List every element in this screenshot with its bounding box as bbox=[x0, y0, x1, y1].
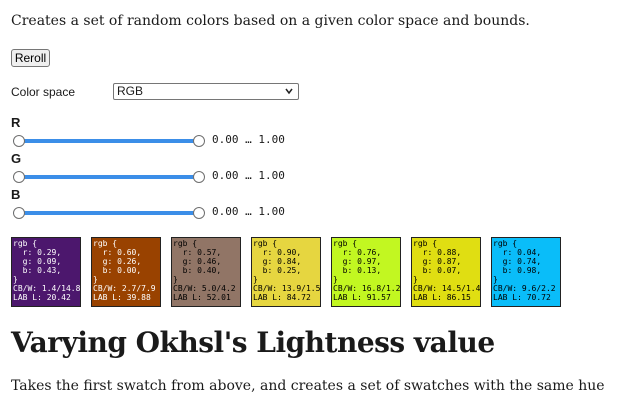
slider-max-thumb[interactable] bbox=[193, 207, 205, 219]
color-space-selected: RGB bbox=[117, 84, 144, 98]
color-swatch: rgb { r: 0.88, g: 0.87, b: 0.07, } CB/W:… bbox=[411, 237, 481, 307]
intro-text: Creates a set of random colors based on … bbox=[11, 13, 530, 29]
color-space-select[interactable]: RGB bbox=[113, 83, 299, 100]
section-heading: Varying Okhsl's Lightness value bbox=[11, 326, 495, 359]
channel-b-range-slider[interactable] bbox=[13, 207, 205, 219]
channel-g-range-text: 0.00 … 1.00 bbox=[212, 169, 285, 182]
channel-r-range-slider[interactable] bbox=[13, 135, 205, 147]
color-space-label: Color space bbox=[11, 85, 76, 99]
channel-r-label: R bbox=[11, 115, 21, 130]
color-swatch: rgb { r: 0.76, g: 0.97, b: 0.13, } CB/W:… bbox=[331, 237, 401, 307]
slider-max-thumb[interactable] bbox=[193, 135, 205, 147]
channel-g-range-slider[interactable] bbox=[13, 171, 205, 183]
chevron-down-icon bbox=[284, 84, 294, 103]
color-swatch: rgb { r: 0.57, g: 0.46, b: 0.40, } CB/W:… bbox=[171, 237, 241, 307]
channel-g-label: G bbox=[11, 151, 22, 166]
channel-b-range-text: 0.00 … 1.00 bbox=[212, 205, 285, 218]
channel-r-range-text: 0.00 … 1.00 bbox=[212, 133, 285, 146]
reroll-button[interactable]: Reroll bbox=[11, 49, 50, 67]
color-swatch: rgb { r: 0.04, g: 0.74, b: 0.98, } CB/W:… bbox=[491, 237, 561, 307]
slider-track bbox=[13, 211, 203, 215]
color-swatch: rgb { r: 0.60, g: 0.26, b: 0.00, } CB/W:… bbox=[91, 237, 161, 307]
color-swatch: rgb { r: 0.29, g: 0.09, b: 0.43, } CB/W:… bbox=[11, 237, 81, 307]
slider-min-thumb[interactable] bbox=[13, 171, 25, 183]
slider-max-thumb[interactable] bbox=[193, 171, 205, 183]
slider-min-thumb[interactable] bbox=[13, 135, 25, 147]
channel-b-label: B bbox=[11, 187, 21, 202]
slider-track bbox=[13, 139, 203, 143]
slider-min-thumb[interactable] bbox=[13, 207, 25, 219]
color-swatch: rgb { r: 0.90, g: 0.84, b: 0.25, } CB/W:… bbox=[251, 237, 321, 307]
slider-track bbox=[13, 175, 203, 179]
section-paragraph: Takes the first swatch from above, and c… bbox=[11, 378, 605, 394]
